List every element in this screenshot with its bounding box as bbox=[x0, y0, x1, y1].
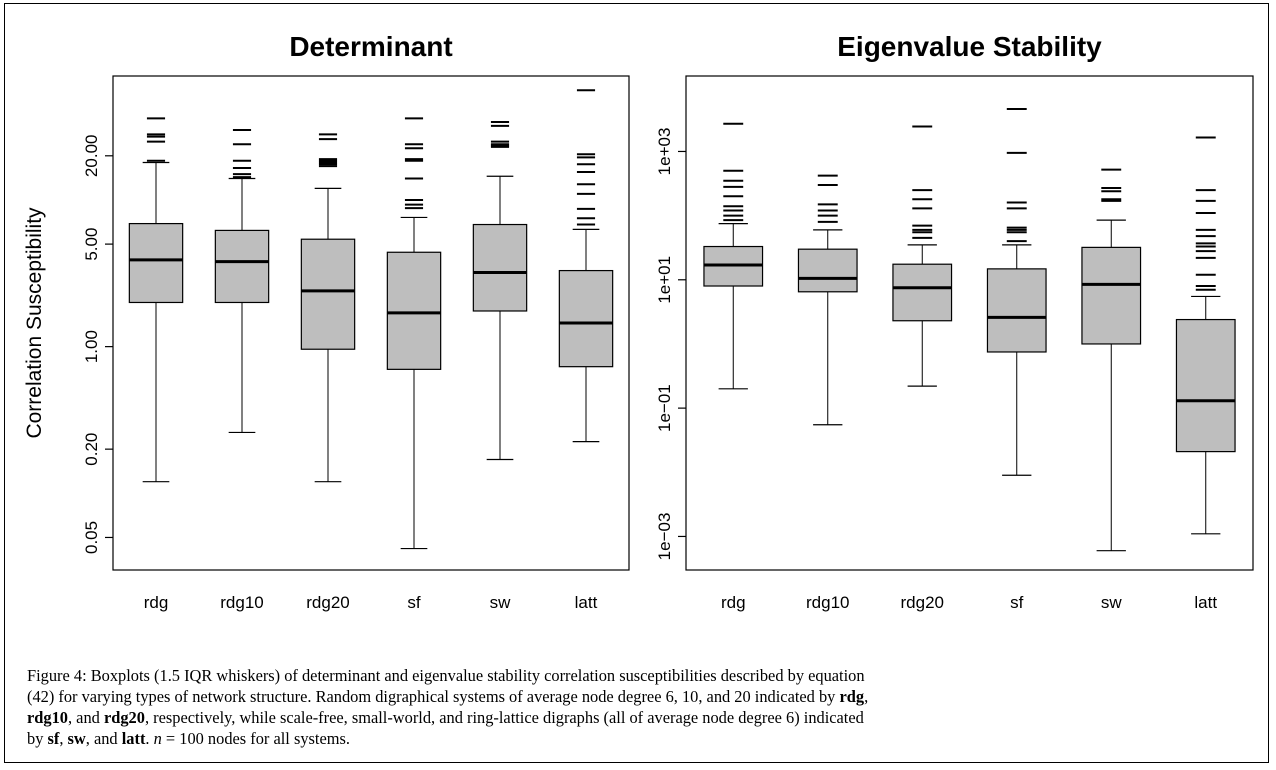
box-rdg20 bbox=[300, 133, 356, 483]
x-tick-label: rdg10 bbox=[220, 593, 263, 612]
x-tick-label: sw bbox=[490, 593, 512, 612]
x-tick-label: sf bbox=[1010, 593, 1024, 612]
y-tick-label: 0.20 bbox=[82, 433, 101, 466]
y-tick-label: 20.00 bbox=[82, 135, 101, 178]
iqr-box bbox=[986, 268, 1047, 353]
plot-area bbox=[685, 75, 1254, 571]
plot-area bbox=[112, 75, 630, 571]
box-sf bbox=[986, 107, 1047, 476]
x-tick-label: sf bbox=[407, 593, 421, 612]
box-latt bbox=[558, 89, 614, 443]
box-rdg20 bbox=[892, 125, 953, 387]
iqr-box bbox=[1081, 246, 1142, 345]
iqr-box bbox=[558, 269, 614, 368]
x-tick-label: rdg bbox=[721, 593, 746, 612]
box-rdg10 bbox=[797, 174, 858, 426]
iqr-box bbox=[472, 223, 528, 312]
iqr-box bbox=[1175, 318, 1236, 453]
caption-line-1: Figure 4: Boxplots (1.5 IQR whiskers) of… bbox=[27, 666, 865, 685]
x-tick-label: sw bbox=[1101, 593, 1123, 612]
x-tick-label: latt bbox=[575, 593, 598, 612]
y-tick-label: 0.05 bbox=[82, 521, 101, 554]
iqr-box bbox=[214, 229, 270, 304]
box-rdg bbox=[128, 117, 184, 483]
box-rdg bbox=[703, 122, 764, 390]
y-tick-label: 1e+03 bbox=[655, 128, 674, 176]
figure-frame: Determinant Correlation Susceptibility 0.0… bbox=[4, 3, 1269, 763]
box-sf bbox=[386, 117, 442, 550]
box-latt bbox=[1175, 136, 1236, 535]
box-sw bbox=[1081, 168, 1142, 552]
x-tick-label: rdg10 bbox=[806, 593, 849, 612]
y-tick-label: 1e−01 bbox=[655, 384, 674, 432]
y-tick-label: 5.00 bbox=[82, 228, 101, 261]
iqr-box bbox=[386, 251, 442, 370]
box-rdg10 bbox=[214, 128, 270, 434]
iqr-box bbox=[300, 238, 356, 350]
chart-title: Eigenvalue Stability bbox=[837, 31, 1102, 62]
eigenvalue-stability-panel: Eigenvalue Stability 1e−03 1e−01 1e+01 1e+03… bbox=[655, 31, 1254, 612]
box-sw bbox=[472, 121, 528, 461]
iqr-box bbox=[892, 263, 953, 322]
x-tick-label: rdg20 bbox=[901, 593, 944, 612]
x-tick-label: rdg bbox=[144, 593, 169, 612]
figure-caption: Figure 4: Boxplots (1.5 IQR whiskers) of… bbox=[27, 666, 869, 748]
y-tick-label: 1e+01 bbox=[655, 256, 674, 304]
x-tick-label: latt bbox=[1194, 593, 1217, 612]
iqr-box bbox=[797, 248, 858, 293]
determinant-panel: Determinant Correlation Susceptibility 0.0… bbox=[23, 31, 630, 612]
y-axis-label: Correlation Susceptibility bbox=[23, 207, 46, 439]
x-tick-label: rdg20 bbox=[306, 593, 349, 612]
iqr-box bbox=[128, 222, 184, 304]
y-tick-label: 1.00 bbox=[82, 330, 101, 363]
y-tick-label: 1e−03 bbox=[655, 513, 674, 561]
boxplot-figure: Determinant Correlation Susceptibility 0.0… bbox=[23, 31, 1254, 612]
chart-title: Determinant bbox=[289, 31, 452, 62]
